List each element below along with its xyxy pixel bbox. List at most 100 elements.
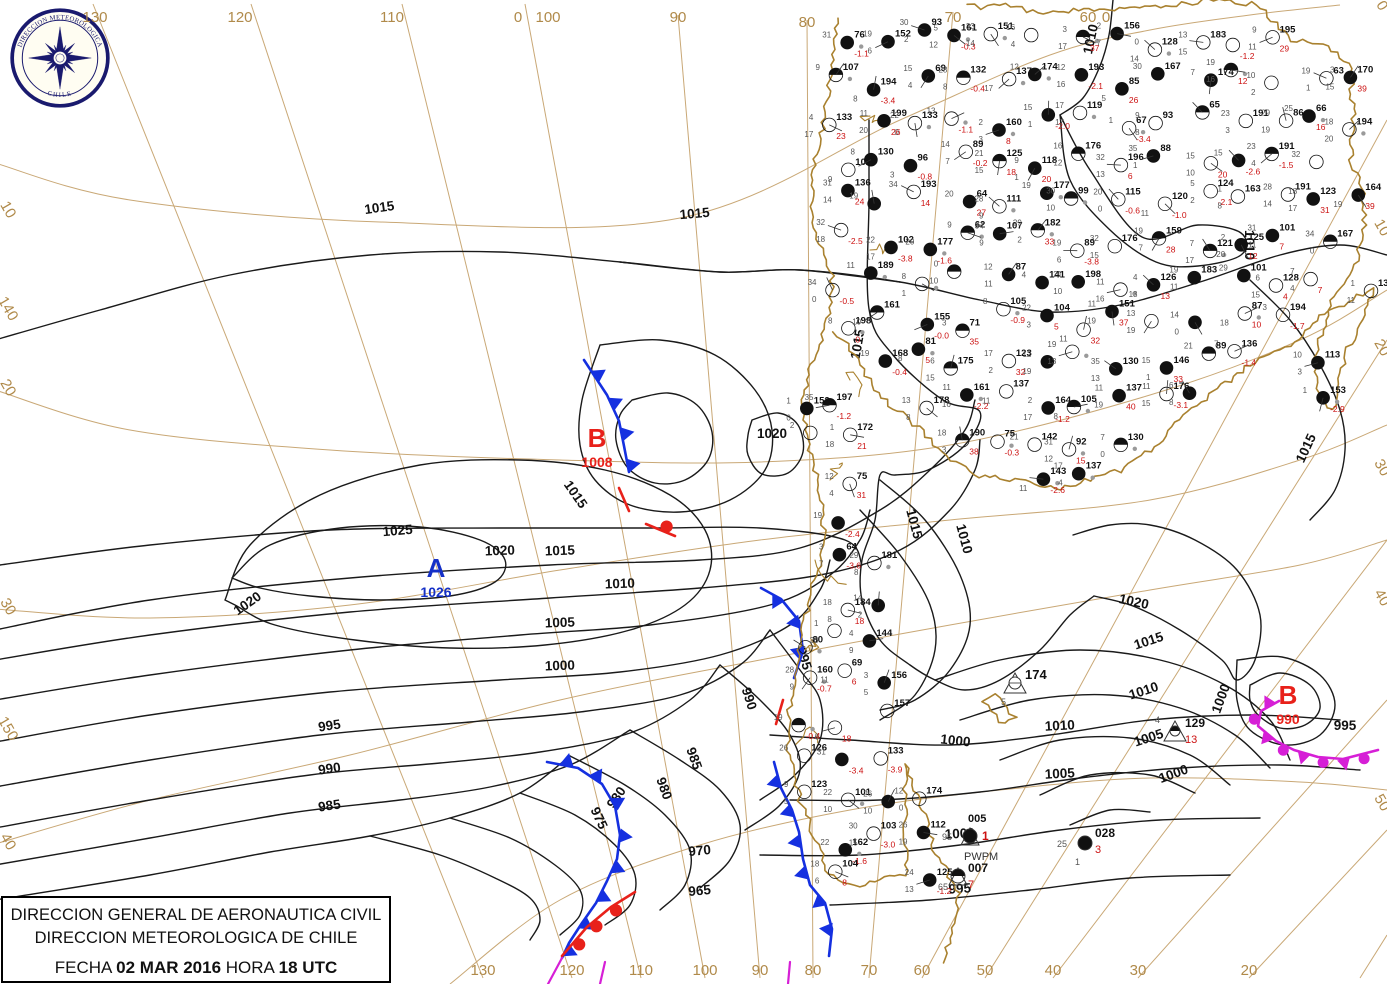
svg-text:101: 101 (1279, 223, 1296, 234)
svg-text:-0.4: -0.4 (892, 367, 907, 377)
svg-text:0: 0 (899, 804, 904, 813)
svg-text:4: 4 (809, 113, 814, 122)
svg-text:164: 164 (1365, 182, 1382, 193)
svg-text:12: 12 (894, 787, 903, 796)
svg-text:133: 133 (888, 745, 904, 756)
svg-text:193: 193 (1088, 62, 1104, 73)
svg-text:170: 170 (1357, 64, 1373, 75)
svg-text:161: 161 (884, 300, 901, 311)
svg-text:13: 13 (1091, 374, 1100, 383)
svg-text:3: 3 (1263, 303, 1268, 312)
svg-text:28: 28 (1263, 183, 1272, 192)
svg-text:1005: 1005 (545, 614, 576, 630)
svg-text:156: 156 (891, 670, 907, 681)
svg-text:10: 10 (852, 318, 861, 327)
svg-text:183: 183 (1210, 29, 1226, 40)
svg-text:181: 181 (881, 550, 898, 561)
svg-text:101: 101 (1251, 263, 1268, 274)
svg-text:120: 120 (559, 962, 584, 979)
svg-text:3: 3 (1027, 321, 1032, 330)
svg-text:1: 1 (830, 423, 835, 432)
svg-text:3: 3 (1330, 65, 1335, 74)
svg-text:1026: 1026 (420, 584, 451, 600)
svg-text:19: 19 (863, 30, 872, 39)
svg-text:20: 20 (1324, 134, 1333, 143)
svg-text:0: 0 (1100, 450, 1105, 459)
svg-text:31: 31 (1247, 224, 1256, 233)
svg-text:29: 29 (1013, 218, 1022, 227)
svg-text:1: 1 (814, 619, 819, 628)
svg-text:20: 20 (1216, 250, 1225, 259)
svg-text:194: 194 (881, 77, 898, 88)
svg-text:115: 115 (1125, 186, 1141, 197)
svg-text:13: 13 (1161, 291, 1171, 301)
svg-text:1: 1 (1014, 173, 1019, 182)
svg-text:104: 104 (1054, 303, 1071, 314)
svg-text:19: 19 (1087, 317, 1096, 326)
svg-text:21: 21 (1010, 433, 1019, 442)
svg-text:131: 131 (1378, 278, 1387, 289)
svg-text:17: 17 (1185, 256, 1194, 265)
svg-text:21: 21 (1184, 342, 1193, 351)
svg-text:965: 965 (688, 882, 712, 899)
svg-text:177: 177 (1054, 180, 1070, 191)
svg-text:194: 194 (1290, 302, 1307, 313)
svg-text:19: 19 (1094, 401, 1103, 410)
svg-text:10: 10 (1053, 287, 1062, 296)
svg-text:10: 10 (863, 807, 872, 816)
svg-text:95: 95 (942, 832, 952, 842)
svg-text:2: 2 (1028, 396, 1033, 405)
svg-text:7: 7 (1100, 433, 1105, 442)
svg-text:11: 11 (1248, 241, 1257, 250)
svg-text:175: 175 (958, 355, 975, 366)
svg-text:6: 6 (815, 877, 820, 886)
svg-text:5: 5 (934, 23, 939, 32)
svg-text:1015: 1015 (545, 542, 576, 558)
svg-text:6: 6 (1057, 256, 1062, 265)
svg-text:1008: 1008 (581, 454, 612, 470)
svg-text:16: 16 (942, 400, 951, 409)
svg-text:19: 19 (1206, 58, 1215, 67)
svg-text:66: 66 (1316, 103, 1327, 114)
svg-text:1005: 1005 (1044, 765, 1075, 782)
svg-text:19: 19 (1022, 367, 1031, 376)
svg-text:8: 8 (850, 148, 855, 157)
svg-text:144: 144 (876, 628, 893, 639)
svg-text:19: 19 (1047, 340, 1056, 349)
svg-text:17: 17 (1023, 413, 1032, 422)
svg-text:0: 0 (812, 295, 817, 304)
svg-text:85: 85 (1129, 76, 1140, 87)
svg-text:1: 1 (1351, 279, 1356, 288)
svg-text:4: 4 (1283, 292, 1288, 302)
svg-text:11: 11 (1088, 300, 1097, 309)
svg-text:25: 25 (1057, 839, 1067, 849)
svg-text:19: 19 (849, 192, 858, 201)
svg-text:-1.4: -1.4 (1242, 357, 1257, 367)
svg-text:-3.1: -3.1 (1174, 400, 1189, 410)
svg-text:4: 4 (1155, 715, 1160, 725)
svg-text:12: 12 (1044, 454, 1053, 463)
svg-text:174: 174 (926, 786, 943, 797)
svg-text:10: 10 (929, 277, 938, 286)
svg-text:29: 29 (1280, 43, 1290, 53)
svg-text:39: 39 (1357, 83, 1367, 93)
svg-text:-1.1: -1.1 (959, 125, 974, 135)
svg-text:11: 11 (1095, 384, 1104, 393)
svg-text:15: 15 (849, 839, 858, 848)
svg-text:-1.0: -1.0 (1172, 210, 1187, 220)
svg-text:160: 160 (1006, 117, 1022, 128)
svg-text:120: 120 (227, 9, 252, 26)
svg-text:35: 35 (805, 393, 814, 402)
svg-text:6: 6 (1169, 381, 1174, 390)
svg-text:18: 18 (825, 440, 834, 449)
svg-text:50: 50 (977, 962, 994, 979)
svg-text:8: 8 (898, 354, 903, 363)
svg-text:26: 26 (863, 790, 872, 799)
svg-text:63: 63 (1333, 65, 1344, 76)
svg-text:-0.3: -0.3 (1005, 448, 1020, 458)
svg-text:136: 136 (1242, 338, 1258, 349)
svg-text:7: 7 (1190, 239, 1195, 248)
svg-text:20: 20 (945, 190, 954, 199)
svg-text:9: 9 (1135, 111, 1140, 120)
svg-text:11: 11 (1142, 382, 1151, 391)
